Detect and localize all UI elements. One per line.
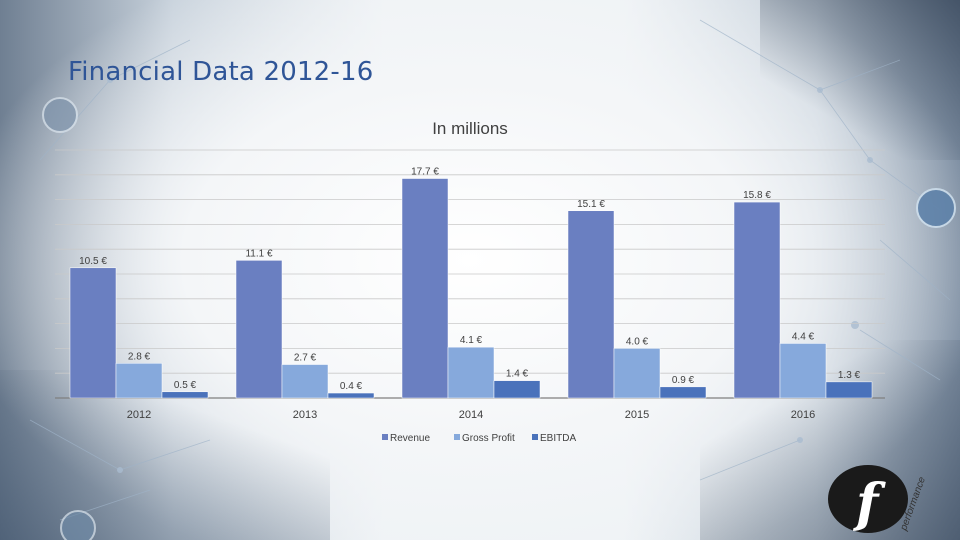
x-tick-label-2016: 2016 [791,409,815,421]
data-labels: 10.5 € 2.8 € 0.5 € 11.1 € 2.7 € 0.4 € 17.7 € 4.… [79,167,860,393]
background-shade [760,0,960,160]
legend-label-revenue: Revenue [390,433,430,444]
data-label-gross-profit-2016: 4.4 € [792,331,815,342]
legend-swatch-gross-profit [454,434,460,440]
bar-ebitda-2016 [825,381,873,399]
data-label-revenue-2013: 11.1 € [245,248,272,259]
bar-gross-profit-2016 [779,343,827,399]
data-label-gross-profit-2014: 4.1 € [460,335,483,346]
performance-logo: f performance [828,465,928,534]
data-label-revenue-2016: 15.8 € [743,190,771,201]
x-axis-ticks: 2012 2013 2014 2015 2016 [127,409,815,421]
bar-revenue-2014 [401,178,449,399]
data-label-gross-profit-2013: 2.7 € [294,353,317,364]
data-label-gross-profit-2012: 2.8 € [128,351,151,362]
bar-revenue-2013 [235,260,283,399]
bar-ebitda-2013 [327,392,375,399]
bar-ebitda-2014 [493,380,541,399]
bar-gross-profit-2012 [115,363,163,399]
x-tick-label-2013: 2013 [293,409,317,421]
data-label-revenue-2015: 15.1 € [577,199,605,210]
data-label-ebitda-2012: 0.5 € [174,380,197,391]
x-tick-label-2015: 2015 [625,409,649,421]
bar-revenue-2012 [69,267,117,399]
chart-title: In millions [432,119,508,138]
bar-gross-profit-2013 [281,364,329,399]
bar-gross-profit-2015 [613,348,661,399]
bar-revenue-2015 [567,210,615,399]
bar-gross-profit-2014 [447,346,495,399]
data-label-ebitda-2013: 0.4 € [340,381,363,392]
bars [69,178,873,399]
x-tick-label-2012: 2012 [127,409,151,421]
data-label-revenue-2014: 17.7 € [411,167,439,178]
slide-title: Financial Data 2012-16 [68,57,374,87]
legend-swatch-ebitda [532,434,538,440]
legend: Revenue Gross Profit EBITDA [382,433,576,444]
data-label-ebitda-2014: 1.4 € [506,369,529,380]
data-label-ebitda-2015: 0.9 € [672,375,695,386]
legend-label-gross-profit: Gross Profit [462,433,515,444]
bar-revenue-2016 [733,201,781,399]
bar-ebitda-2012 [161,391,209,399]
legend-swatch-revenue [382,434,388,440]
data-label-gross-profit-2015: 4.0 € [626,336,649,347]
data-label-revenue-2012: 10.5 € [79,256,107,267]
x-tick-label-2014: 2014 [459,409,483,421]
bar-ebitda-2015 [659,386,707,399]
legend-label-ebitda: EBITDA [540,433,576,444]
data-label-ebitda-2016: 1.3 € [838,370,861,381]
